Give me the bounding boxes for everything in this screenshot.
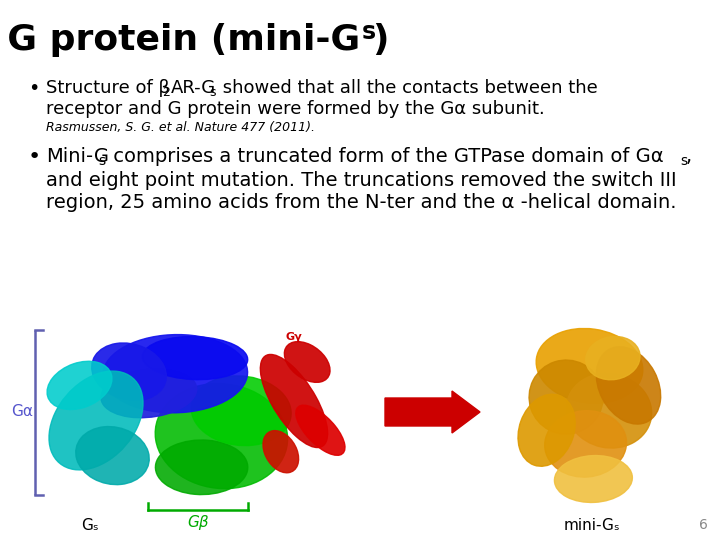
Text: comprises a truncated form of the GTPase domain of Gα: comprises a truncated form of the GTPase… [107,147,664,166]
Text: and eight point mutation. The truncations removed the switch III: and eight point mutation. The truncation… [46,171,677,190]
Ellipse shape [263,430,299,473]
Ellipse shape [536,328,643,403]
Text: 6: 6 [699,518,708,532]
Ellipse shape [143,336,248,380]
Text: •: • [28,147,41,167]
Text: s: s [362,20,376,44]
Ellipse shape [586,336,640,380]
Ellipse shape [101,369,197,418]
Ellipse shape [296,405,345,455]
Text: Engineered G protein (mini-G: Engineered G protein (mini-G [0,23,360,57]
Text: ): ) [372,23,389,57]
Text: Structure of β: Structure of β [46,79,170,97]
Ellipse shape [596,347,661,424]
Text: s: s [98,154,105,168]
Ellipse shape [103,335,248,413]
Ellipse shape [156,440,248,495]
Text: ,: , [686,147,692,166]
Text: s: s [209,85,215,98]
Ellipse shape [545,411,626,477]
Ellipse shape [156,383,287,489]
Ellipse shape [529,360,603,434]
Text: 2: 2 [162,85,170,98]
Ellipse shape [261,354,328,448]
Text: showed that all the contacts between the: showed that all the contacts between the [217,79,598,97]
Ellipse shape [554,456,632,502]
Text: •: • [28,78,40,98]
Text: AR-G: AR-G [171,79,216,97]
Text: region, 25 amino acids from the N-ter and the α -helical domain.: region, 25 amino acids from the N-ter an… [46,193,677,213]
Text: Mini-G: Mini-G [46,147,109,166]
Ellipse shape [192,376,291,446]
Text: Rasmussen, S. G. et al. Nature 477 (2011).: Rasmussen, S. G. et al. Nature 477 (2011… [46,120,315,133]
Text: Gβ: Gβ [187,515,209,530]
Text: s: s [680,154,687,168]
Ellipse shape [91,343,166,401]
Ellipse shape [518,394,575,467]
Text: Gγ: Gγ [286,332,302,342]
Ellipse shape [284,342,330,382]
Ellipse shape [567,374,652,448]
Text: Gₛ: Gₛ [81,517,99,532]
Text: receptor and G protein were formed by the Gα subunit.: receptor and G protein were formed by th… [46,100,545,118]
FancyArrow shape [385,391,480,433]
Ellipse shape [49,371,143,470]
Ellipse shape [76,427,149,484]
Text: Gα: Gα [11,404,33,420]
Ellipse shape [47,361,112,409]
Text: mini-Gₛ: mini-Gₛ [564,517,620,532]
